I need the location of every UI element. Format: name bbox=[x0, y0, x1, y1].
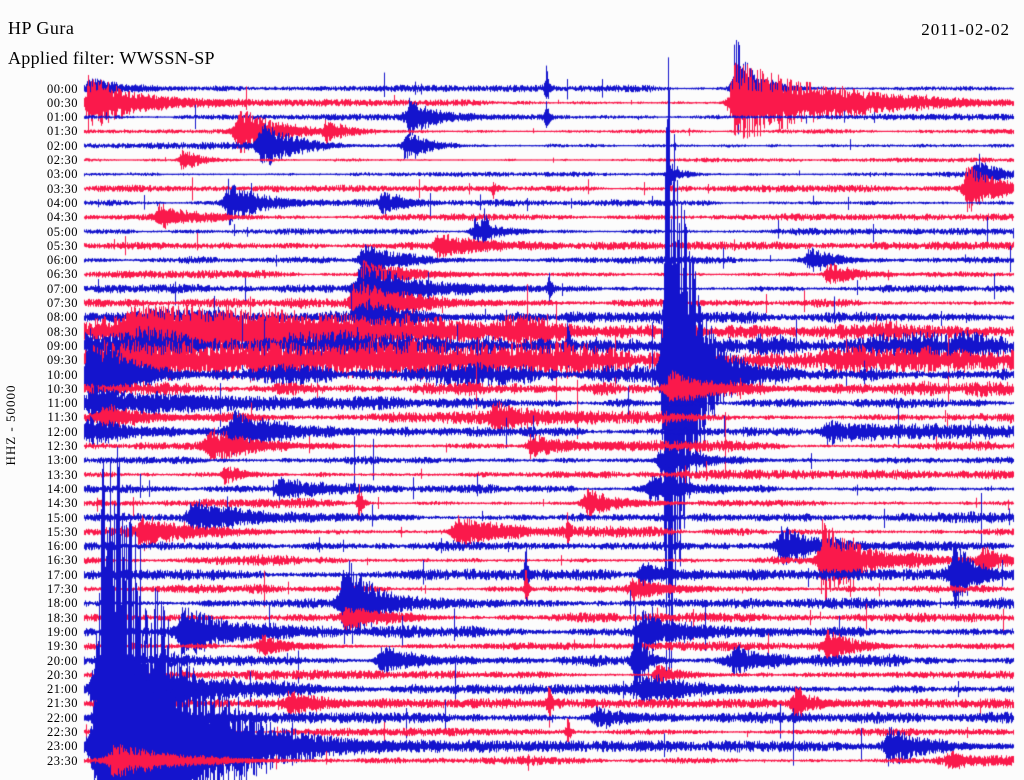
time-label: 22:30 bbox=[47, 725, 78, 739]
time-label: 04:00 bbox=[47, 195, 78, 210]
time-label: 06:30 bbox=[47, 267, 78, 282]
time-label: 03:00 bbox=[47, 167, 78, 182]
time-label: 16:30 bbox=[47, 553, 78, 568]
time-label: 13:00 bbox=[47, 453, 78, 468]
time-label: 08:30 bbox=[47, 324, 78, 339]
time-label: 23:30 bbox=[47, 753, 78, 768]
date-label: 2011-02-02 bbox=[921, 20, 1010, 39]
station-name: HP Gura bbox=[8, 18, 75, 38]
time-label: 08:00 bbox=[47, 310, 78, 325]
time-label: 07:30 bbox=[47, 296, 78, 310]
time-label: 02:30 bbox=[47, 153, 78, 167]
time-label: 05:30 bbox=[47, 238, 78, 253]
time-label: 09:00 bbox=[47, 338, 78, 353]
time-label: 04:30 bbox=[47, 210, 78, 225]
time-label: 20:00 bbox=[47, 653, 78, 668]
time-label: 01:00 bbox=[47, 110, 78, 125]
time-label: 11:30 bbox=[47, 410, 78, 425]
time-label: 17:30 bbox=[47, 582, 78, 596]
time-label: 07:00 bbox=[47, 281, 78, 296]
time-label: 17:00 bbox=[47, 567, 78, 582]
time-label: 16:00 bbox=[47, 539, 78, 554]
time-label: 09:30 bbox=[47, 353, 78, 368]
time-label: 15:30 bbox=[47, 524, 78, 539]
time-label: 10:00 bbox=[47, 367, 78, 382]
time-label: 20:30 bbox=[47, 667, 78, 682]
time-label: 00:30 bbox=[47, 95, 78, 110]
time-label: 18:00 bbox=[47, 596, 78, 611]
time-label: 02:00 bbox=[47, 138, 78, 153]
time-label: 12:00 bbox=[47, 424, 78, 439]
time-label: 10:30 bbox=[47, 381, 78, 396]
time-label: 21:30 bbox=[47, 696, 78, 711]
time-label: 19:30 bbox=[47, 639, 78, 654]
time-label: 12:30 bbox=[47, 439, 78, 453]
time-label: 14:00 bbox=[47, 481, 78, 496]
time-label: 23:00 bbox=[47, 739, 78, 754]
time-label: 13:30 bbox=[47, 467, 78, 482]
time-label: 19:00 bbox=[47, 624, 78, 639]
time-label: 03:30 bbox=[47, 181, 78, 196]
time-label: 15:00 bbox=[47, 510, 78, 525]
time-label: 22:00 bbox=[47, 710, 78, 725]
time-label: 01:30 bbox=[47, 124, 78, 139]
time-label: 18:30 bbox=[47, 610, 78, 625]
filter-label: Applied filter: WWSSN-SP bbox=[8, 48, 215, 68]
time-label: 06:00 bbox=[47, 253, 78, 268]
time-label: 21:00 bbox=[47, 682, 78, 697]
time-label: 00:00 bbox=[47, 81, 78, 96]
time-label: 14:30 bbox=[47, 496, 78, 511]
time-label: 11:00 bbox=[47, 396, 78, 411]
time-label: 05:00 bbox=[47, 224, 78, 239]
